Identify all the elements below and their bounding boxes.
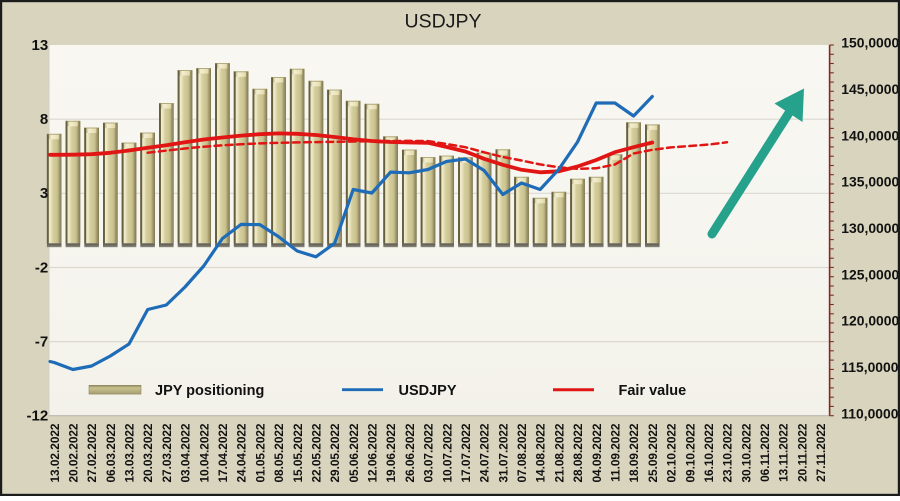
svg-text:27.03.2022: 27.03.2022 [160,423,174,482]
svg-text:09.10.2022: 09.10.2022 [683,423,697,482]
svg-text:21.08.2022: 21.08.2022 [552,423,566,482]
svg-text:01.05.2022: 01.05.2022 [253,423,267,482]
svg-text:10.07.2022: 10.07.2022 [440,423,454,482]
svg-text:USDJPY: USDJPY [399,383,457,399]
svg-text:125,0000: 125,0000 [841,266,899,282]
svg-text:03.04.2022: 03.04.2022 [179,423,193,482]
svg-text:USDJPY: USDJPY [405,11,482,33]
svg-text:25.09.2022: 25.09.2022 [646,423,660,482]
svg-text:-7: -7 [35,333,48,350]
svg-text:JPY positioning: JPY positioning [155,383,264,399]
svg-text:Fair value: Fair value [619,383,687,399]
svg-text:22.05.2022: 22.05.2022 [310,423,324,482]
svg-text:120,0000: 120,0000 [841,313,899,329]
svg-text:02.10.2022: 02.10.2022 [665,423,679,482]
svg-text:08.05.2022: 08.05.2022 [272,423,286,482]
svg-text:30.10.2022: 30.10.2022 [739,423,753,482]
svg-text:14.08.2022: 14.08.2022 [534,423,548,482]
svg-text:3: 3 [40,185,48,202]
svg-text:26.06.2022: 26.06.2022 [403,423,417,482]
svg-text:13: 13 [32,37,49,54]
svg-text:31.07.2022: 31.07.2022 [496,423,510,482]
svg-text:24.04.2022: 24.04.2022 [235,423,249,482]
svg-text:13.02.2022: 13.02.2022 [48,423,62,482]
svg-text:150,0000: 150,0000 [841,35,899,51]
svg-text:15.05.2022: 15.05.2022 [291,423,305,482]
svg-text:20.02.2022: 20.02.2022 [67,423,81,482]
svg-text:24.07.2022: 24.07.2022 [478,423,492,482]
svg-text:145,0000: 145,0000 [841,81,899,97]
svg-text:17.04.2022: 17.04.2022 [216,423,230,482]
svg-text:12.06.2022: 12.06.2022 [366,423,380,482]
svg-text:19.06.2022: 19.06.2022 [384,423,398,482]
svg-text:140,0000: 140,0000 [841,127,899,143]
svg-text:-12: -12 [27,408,49,425]
svg-text:20.11.2022: 20.11.2022 [795,423,809,482]
svg-text:135,0000: 135,0000 [841,174,899,190]
svg-text:27.02.2022: 27.02.2022 [85,423,99,482]
svg-text:18.09.2022: 18.09.2022 [627,423,641,482]
svg-text:13.11.2022: 13.11.2022 [777,423,791,482]
svg-text:130,0000: 130,0000 [841,220,899,236]
svg-text:20.03.2022: 20.03.2022 [141,423,155,482]
svg-text:115,0000: 115,0000 [841,359,898,375]
svg-text:07.08.2022: 07.08.2022 [515,423,529,482]
svg-text:06.11.2022: 06.11.2022 [758,423,772,482]
svg-text:17.07.2022: 17.07.2022 [459,423,473,482]
svg-text:03.07.2022: 03.07.2022 [422,423,436,482]
svg-text:04.09.2022: 04.09.2022 [590,423,604,482]
svg-text:10.04.2022: 10.04.2022 [197,423,211,482]
svg-text:23.10.2022: 23.10.2022 [721,423,735,482]
svg-text:8: 8 [40,111,48,128]
svg-text:-2: -2 [35,259,48,276]
svg-text:110,0000: 110,0000 [841,405,898,421]
svg-text:05.06.2022: 05.06.2022 [347,423,361,482]
svg-text:13.03.2022: 13.03.2022 [123,423,137,482]
svg-text:16.10.2022: 16.10.2022 [702,423,716,482]
svg-text:29.05.2022: 29.05.2022 [328,423,342,482]
svg-text:11.09.2022: 11.09.2022 [609,423,623,482]
svg-text:28.08.2022: 28.08.2022 [571,423,585,482]
svg-text:06.03.2022: 06.03.2022 [104,423,118,482]
svg-text:27.11.2022: 27.11.2022 [814,423,828,482]
